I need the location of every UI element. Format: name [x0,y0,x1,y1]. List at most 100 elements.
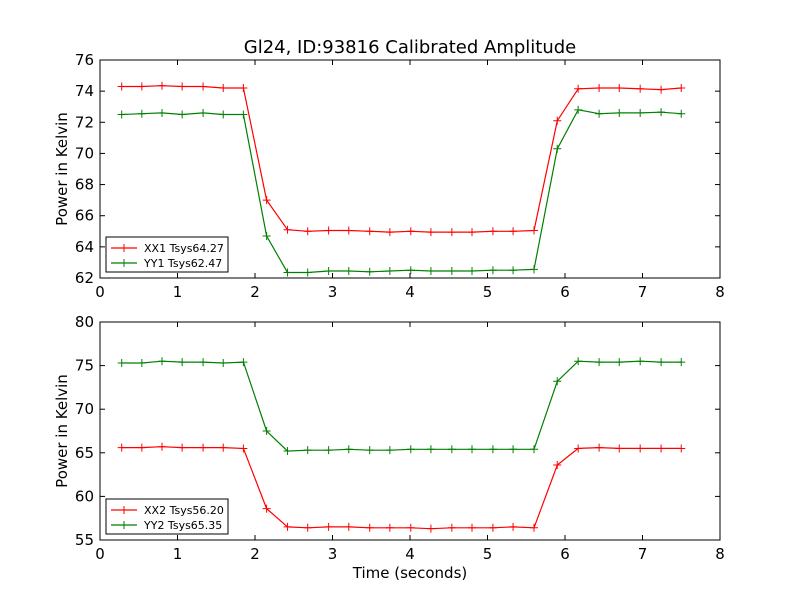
upper-series-2-point [574,105,583,114]
lower-y-tick-label: 80 [75,313,94,331]
lower-series-1-point [553,461,562,470]
lower-series-1-point [178,443,187,452]
lower-series-1-point [406,523,415,532]
upper-y-tick-label: 68 [75,176,94,194]
upper-series-1-point [199,82,208,91]
lower-series-2-point [636,357,645,366]
lower-series-2-point [365,446,374,455]
lower-series-2-point [239,358,248,367]
lower-x-tick-label: 5 [483,545,493,563]
lower-series-1-point [324,522,333,531]
lower-x-tick-label: 4 [405,545,415,563]
lower-series-2-point [447,445,456,454]
upper-series-1-point [239,84,248,93]
upper-series-line-1 [121,85,682,233]
upper-series-1-point [488,227,497,236]
lower-series-2-point [283,447,292,456]
lower-panel: 0 1 2 3 4 5 6 7 8 55 60 65 70 75 80 Power in Kelvin XX2 … [53,313,725,563]
lower-series-1-point [303,523,312,532]
upper-series-2-point [365,267,374,276]
lower-series-2-point [657,358,666,367]
upper-series-2-point [468,266,476,275]
lower-series-2-point [615,358,624,367]
lower-series-1-point [595,443,604,452]
upper-series-1-point [219,84,228,93]
lower-series-2-point [530,445,538,454]
lower-series-1-point [426,524,435,533]
lower-y-tick-label: 55 [75,531,94,549]
lower-series-1-point [283,522,292,531]
lower-legend-label-2: YY2 Tsys65.35 [143,519,222,532]
lower-x-tick-label: 8 [715,545,725,563]
upper-y-tick-label: 66 [75,207,94,225]
lower-legend [105,498,229,535]
lower-series-1-point [447,523,456,532]
lower-series-1-point [117,443,126,452]
lower-x-tick-label: 3 [328,545,338,563]
upper-series-1-point [262,196,271,205]
lower-series-2-point [158,357,166,366]
lower-series-2-point [199,358,208,367]
lower-series-line-2 [121,360,682,452]
upper-series-1-point [344,226,353,235]
upper-series-1-point [677,84,686,93]
lower-x-tick-label: 0 [95,545,105,563]
upper-x-tick-label: 6 [560,283,570,301]
upper-series-2-point [406,266,415,275]
upper-series-2-point [530,265,538,274]
lower-series-1-point [530,523,538,532]
lower-series-2-point [595,358,604,367]
upper-series-1-point [553,116,562,125]
lower-y-tick-label: 65 [75,444,94,462]
upper-series-2-point [595,109,604,118]
upper-y-tick-label: 70 [75,144,94,162]
lower-legend-label-1: XX2 Tsys56.20 [144,504,224,517]
upper-series-1-point [406,227,415,236]
upper-series-2-point [178,110,187,119]
lower-series-2-point [468,445,476,454]
upper-series-2-point [219,110,228,119]
upper-series-1-point [595,84,604,93]
upper-series-2-point [447,266,456,275]
lower-x-tick-label: 7 [638,545,648,563]
upper-series-1-point [303,227,312,236]
lower-series-1-point [385,523,394,532]
lower-series-2-point [426,445,435,454]
upper-series-2-point [344,266,353,275]
lower-series-line-1 [121,446,682,530]
lower-series-2-point [574,357,583,366]
lower-series-1-point [262,504,271,513]
upper-series-2-point [509,266,518,275]
lower-series-1-point [615,444,624,453]
lower-series-2-point [117,358,126,367]
upper-series-1-point [636,84,645,93]
upper-x-tick-label: 3 [328,283,338,301]
upper-series-1-point [530,226,538,235]
upper-series-2-point [677,109,686,118]
upper-legend-label-2: YY1 Tsys62.47 [143,257,222,270]
upper-x-tick-label: 4 [405,283,415,301]
upper-series-2-point [553,144,562,153]
upper-series-2-point [283,268,292,277]
lower-series-1-point [468,523,476,532]
upper-y-tick-label: 62 [75,269,94,287]
upper-y-tick-label: 72 [75,113,94,131]
lower-series-2-point [219,358,228,367]
lower-y-tick-label: 60 [75,487,94,505]
upper-x-tick-label: 0 [95,283,105,301]
upper-legend-marker-2 [120,259,128,267]
upper-series-1-point [158,81,166,90]
lower-series-2-point [488,445,497,454]
upper-series-2-point [426,266,435,275]
upper-panel: 0 1 2 3 4 5 6 7 8 62 64 66 68 70 72 74 76 Power in Kelvin… [53,51,725,301]
lower-series-1-point [677,444,686,453]
upper-legend [105,236,229,273]
upper-legend-marker-1 [120,244,128,252]
lower-series-2-point [324,446,333,455]
upper-series-2-point [117,110,126,119]
upper-series-2-point [615,108,624,117]
lower-series-2-point [406,445,415,454]
upper-series-2-point [158,108,166,117]
upper-series-2-point [303,268,312,277]
